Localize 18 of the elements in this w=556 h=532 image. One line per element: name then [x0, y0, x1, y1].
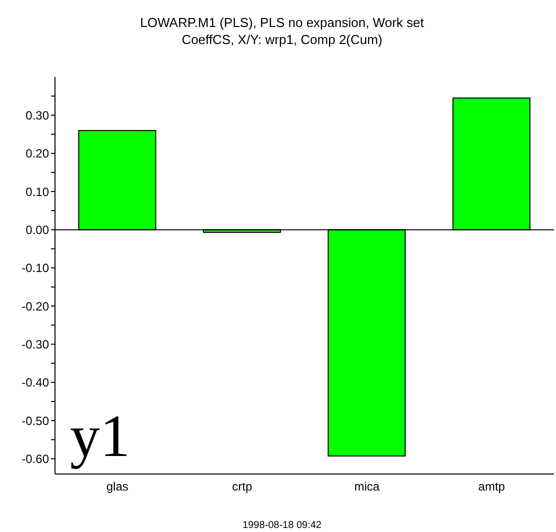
y-tick-label: -0.30: [22, 337, 50, 352]
y-tick-label: 0.10: [26, 184, 50, 199]
x-tick-label: amtp: [478, 480, 506, 494]
y-tick-label: -0.20: [22, 299, 50, 314]
y-tick-label: 0.20: [26, 146, 50, 161]
x-tick-label: glas: [106, 480, 128, 494]
y-tick-label: -0.10: [22, 261, 50, 276]
x-tick-label: crtp: [232, 480, 252, 494]
y-tick-label: -0.40: [22, 376, 50, 390]
annotation: y1: [70, 403, 130, 469]
chart-subtitle: CoeffCS, X/Y: wrp1, Comp 2(Cum): [180, 31, 384, 48]
chart-title: LOWARP.M1 (PLS), PLS no expansion, Work set: [139, 14, 425, 31]
x-tick-label: mica: [354, 480, 380, 494]
y-tick-label: 0.00: [26, 222, 50, 237]
y-tick-label: -0.60: [22, 452, 50, 466]
y-tick-label: -0.50: [22, 414, 50, 428]
text: 1998-08-18 09:42: [242, 520, 322, 531]
y-tick-label: 0.30: [26, 108, 50, 122]
